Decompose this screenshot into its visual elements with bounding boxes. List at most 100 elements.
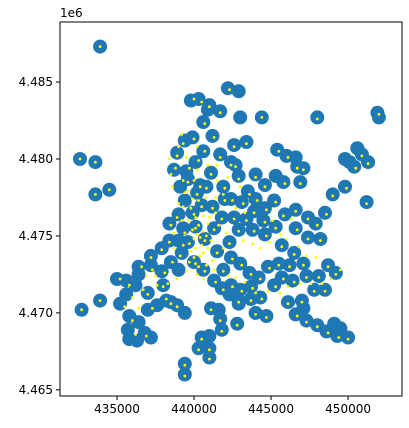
data-point xyxy=(211,206,214,210)
data-point xyxy=(171,260,174,264)
data-point xyxy=(123,305,127,309)
data-point xyxy=(80,308,83,312)
data-point xyxy=(184,269,188,273)
buffer-circle xyxy=(261,259,275,274)
buffer-circle xyxy=(202,350,217,365)
buffer-circle xyxy=(196,144,211,159)
data-point xyxy=(215,179,219,182)
buffer-circle xyxy=(274,270,289,285)
buffer-circle xyxy=(128,278,143,293)
buffer-circle xyxy=(210,244,225,259)
data-point xyxy=(164,297,168,301)
buffer-circle xyxy=(188,155,203,170)
data-point xyxy=(214,211,218,215)
data-point xyxy=(208,216,211,219)
data-point xyxy=(280,245,284,249)
data-point xyxy=(146,293,150,296)
data-point xyxy=(127,283,131,287)
data-point xyxy=(315,223,319,227)
data-point xyxy=(194,246,198,250)
buffer-circle xyxy=(245,222,260,237)
data-point xyxy=(206,163,210,167)
data-point xyxy=(268,266,271,270)
data-point xyxy=(206,246,210,250)
data-point xyxy=(198,236,202,239)
buffer-circle xyxy=(216,179,231,194)
data-point xyxy=(251,242,255,246)
buffer-circle xyxy=(287,245,302,260)
data-point xyxy=(189,249,193,253)
data-point xyxy=(232,217,236,221)
data-point xyxy=(337,336,341,339)
buffer-circle xyxy=(177,367,192,382)
buffer-circle xyxy=(205,128,220,143)
data-point xyxy=(186,219,190,222)
data-point xyxy=(168,157,171,161)
buffer-series xyxy=(73,39,386,382)
buffer-circle xyxy=(281,295,295,310)
data-point xyxy=(98,45,102,48)
buffer-circle xyxy=(187,255,201,270)
data-point xyxy=(175,305,179,309)
buffer-circle xyxy=(222,287,237,302)
buffer-circle xyxy=(131,315,146,330)
data-point xyxy=(302,168,305,172)
data-point xyxy=(144,274,148,278)
buffer-circle xyxy=(191,341,206,356)
buffer-circle xyxy=(299,269,314,283)
buffer-circle xyxy=(167,162,181,177)
data-point xyxy=(205,186,208,190)
data-point xyxy=(218,111,222,115)
data-point xyxy=(292,253,296,256)
buffer-circle xyxy=(277,207,292,222)
data-point xyxy=(286,156,290,159)
data-point xyxy=(205,196,208,199)
buffer-circle xyxy=(220,81,235,96)
data-point xyxy=(208,348,211,352)
data-point xyxy=(274,226,278,230)
data-point xyxy=(169,173,173,176)
data-point xyxy=(252,211,256,215)
data-point xyxy=(331,194,335,198)
buffer-circle xyxy=(350,141,365,156)
data-point xyxy=(251,286,255,290)
data-point xyxy=(174,166,177,170)
buffer-circle xyxy=(299,313,314,328)
data-point xyxy=(209,173,213,176)
buffer-circle xyxy=(271,256,286,271)
data-point xyxy=(231,285,234,289)
data-point xyxy=(134,333,137,336)
data-point xyxy=(195,168,199,172)
data-point xyxy=(377,112,381,116)
data-point xyxy=(177,202,181,206)
buffer-circle xyxy=(359,195,374,210)
buffer-circle xyxy=(177,305,192,320)
data-point xyxy=(218,319,222,322)
data-point xyxy=(172,246,176,250)
data-point xyxy=(254,176,257,179)
data-point xyxy=(131,296,134,299)
data-point xyxy=(208,357,211,361)
data-point xyxy=(237,229,241,233)
data-point xyxy=(177,145,181,149)
buffer-circle xyxy=(204,165,218,180)
data-point xyxy=(192,237,196,241)
buffer-circle xyxy=(301,230,315,245)
data-point xyxy=(278,291,282,295)
data-point xyxy=(240,263,244,267)
data-point xyxy=(254,291,257,295)
data-point xyxy=(195,145,199,149)
data-point xyxy=(225,231,228,235)
data-point xyxy=(263,220,267,224)
data-point xyxy=(305,276,308,279)
buffer-circle xyxy=(205,199,220,214)
data-point xyxy=(192,256,196,259)
buffer-circle xyxy=(177,356,192,371)
buffer-circle xyxy=(222,235,237,250)
buffer-circle xyxy=(288,150,303,165)
data-point xyxy=(205,263,208,267)
data-point xyxy=(197,159,201,162)
data-point xyxy=(295,314,299,318)
buffer-circle xyxy=(202,329,217,343)
